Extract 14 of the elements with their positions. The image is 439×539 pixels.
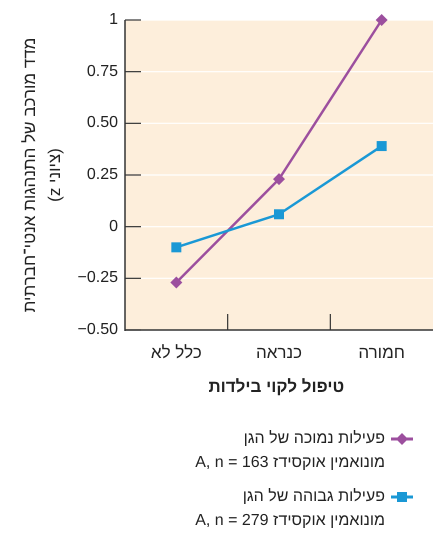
y-tick-label: 0.50 xyxy=(86,113,118,134)
y-tick-label: 0.25 xyxy=(86,165,118,185)
legend-label: פעילות גבוהה של הגן מונואמין אוקסידז A, n = 279 xyxy=(195,487,385,531)
legend-label: פעילות נמוכה של הגן מונואמין אוקסידז A, n = 163 xyxy=(195,429,385,473)
y-tick-label: 0 xyxy=(109,216,118,237)
y-tick-label: −0.25 xyxy=(78,268,118,288)
y-tick-label: 1 xyxy=(109,10,118,30)
x-tick-label: חמורה xyxy=(357,343,406,363)
x-tick-label: כנראה xyxy=(254,343,304,363)
y-tick-label: 0.75 xyxy=(86,62,118,82)
x-tick-label: כלל לא xyxy=(150,343,203,363)
y-tick-label: −0.50 xyxy=(78,320,118,340)
x-axis-title: טיפול לקוי בילדות xyxy=(207,377,346,397)
y-axis-title: מדד מורכב של התנהגות אנטי־חברתית (ציוני z) xyxy=(19,36,65,314)
